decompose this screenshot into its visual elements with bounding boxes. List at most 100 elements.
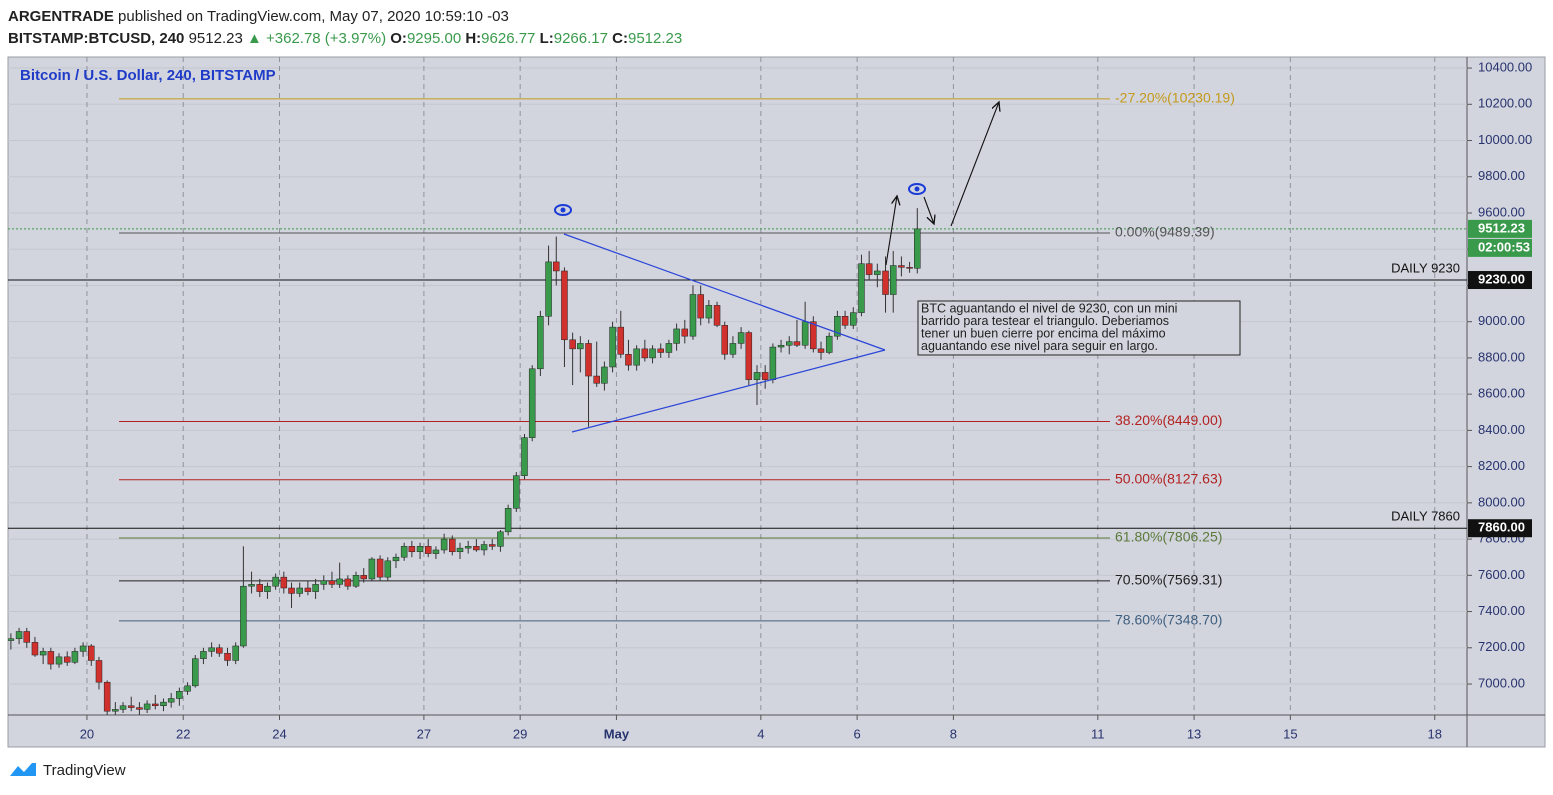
candle-body bbox=[95, 660, 103, 683]
candle-body bbox=[200, 651, 207, 659]
y-tick-label: 10400.00 bbox=[1478, 59, 1532, 74]
candle-body bbox=[368, 558, 376, 580]
candle-body bbox=[440, 538, 448, 551]
candle-body bbox=[256, 584, 264, 592]
plot bbox=[8, 98, 1467, 715]
last-price-label: 9512.23 bbox=[1478, 220, 1525, 235]
candle-body bbox=[143, 703, 151, 710]
candle-body bbox=[825, 335, 833, 353]
candle-body bbox=[312, 584, 319, 592]
candle-body bbox=[304, 587, 312, 592]
candle-body bbox=[874, 270, 881, 275]
last-price-box bbox=[1468, 219, 1532, 238]
chart-title: Bitcoin / U.S. Dollar, 240, BITSTAMP bbox=[20, 67, 276, 84]
candle-body bbox=[160, 701, 167, 707]
arrow bbox=[923, 196, 934, 224]
y-tick-label: 8200.00 bbox=[1478, 458, 1525, 473]
x-tick-label: 22 bbox=[176, 726, 190, 741]
o-label: O: bbox=[390, 30, 407, 47]
candle-body bbox=[15, 631, 23, 639]
candle-body bbox=[392, 556, 400, 562]
candle-body bbox=[232, 645, 239, 661]
candle-body bbox=[649, 348, 656, 359]
x-tick-label: 11 bbox=[1091, 726, 1105, 741]
candle-body bbox=[601, 366, 608, 384]
candle-body bbox=[424, 546, 432, 554]
candle-body bbox=[721, 325, 728, 355]
level-price-label: 7860.00 bbox=[1478, 520, 1525, 535]
l-label: L: bbox=[539, 30, 554, 47]
candle-body bbox=[665, 343, 673, 353]
level-price-box bbox=[1468, 519, 1532, 538]
candle-body bbox=[208, 647, 215, 652]
candle-body bbox=[328, 580, 336, 585]
candle-body bbox=[416, 546, 424, 553]
candle-body bbox=[569, 339, 576, 350]
note: BTC aguantando el nivel de 9230, con un … bbox=[921, 301, 1177, 353]
eye-icon bbox=[554, 204, 572, 216]
x-tick-label: 13 bbox=[1187, 726, 1201, 741]
candle-body bbox=[810, 321, 817, 350]
candle-body bbox=[336, 578, 343, 585]
candle-body bbox=[625, 354, 632, 366]
candle-body bbox=[240, 585, 247, 647]
candle-body bbox=[737, 332, 745, 344]
candle-body bbox=[633, 348, 640, 366]
c: 9512.23 bbox=[627, 30, 683, 47]
candle-body bbox=[464, 546, 472, 549]
fib-label: 38.20%(8449.00) bbox=[1115, 412, 1222, 428]
y-tick-label: 9600.00 bbox=[1478, 204, 1525, 219]
candle-body bbox=[224, 652, 231, 661]
candle-body bbox=[184, 685, 191, 692]
x-tick-label: 4 bbox=[757, 726, 764, 741]
candle-body bbox=[753, 372, 761, 380]
level-name: DAILY 7860 bbox=[1391, 509, 1460, 524]
candle-body bbox=[889, 265, 897, 295]
candle-body bbox=[609, 326, 616, 368]
level-price-box bbox=[1468, 271, 1532, 290]
y-tick-label: 7600.00 bbox=[1478, 567, 1525, 582]
header-line: BITSTAMP:BTCUSD, 240 9512.23 ▲ +362.78 (… bbox=[8, 28, 682, 50]
candle-body bbox=[8, 638, 15, 641]
candle-body bbox=[408, 546, 416, 553]
candle-body bbox=[71, 651, 79, 663]
triangle bbox=[563, 233, 886, 433]
candle-body bbox=[906, 267, 913, 269]
header-line: ARGENTRADE published on TradingView.com,… bbox=[8, 6, 682, 28]
candle-body bbox=[681, 328, 689, 337]
candle-body bbox=[617, 326, 625, 355]
countdown: 02:00:53 bbox=[1478, 239, 1530, 254]
last: 9512.23 bbox=[188, 30, 243, 47]
candle-body bbox=[713, 305, 721, 326]
o: 9295.00 bbox=[406, 30, 462, 47]
candle-body bbox=[432, 549, 440, 554]
candle-body bbox=[280, 576, 288, 589]
y-tick-label: 8800.00 bbox=[1478, 349, 1525, 364]
y-tick-label: 7400.00 bbox=[1478, 603, 1525, 618]
candle-body bbox=[641, 348, 649, 359]
x-tick-label: 29 bbox=[513, 726, 527, 741]
candle-body bbox=[216, 647, 223, 654]
candle-body bbox=[689, 294, 697, 337]
note-line: BTC aguantando el nivel de 9230, con un … bbox=[921, 301, 1177, 315]
published: published on TradingView.com, May 07, 20… bbox=[118, 8, 509, 25]
candle-body bbox=[272, 576, 279, 587]
chart-background bbox=[7, 56, 1546, 748]
candle-body bbox=[785, 341, 793, 346]
candle-body bbox=[248, 584, 255, 587]
candle-body bbox=[729, 343, 737, 355]
arrow bbox=[885, 196, 897, 266]
y-tick-label: 9800.00 bbox=[1478, 168, 1525, 183]
candle-body bbox=[528, 368, 536, 438]
y-tick-label: 10000.00 bbox=[1478, 132, 1532, 147]
y-tick-label: 7000.00 bbox=[1478, 675, 1525, 690]
candle-body bbox=[657, 348, 664, 353]
candle-body bbox=[488, 544, 496, 547]
candle-body bbox=[456, 547, 464, 553]
level-price-label: 9230.00 bbox=[1478, 271, 1525, 286]
candle-body bbox=[400, 546, 408, 558]
x-tick-label: 6 bbox=[854, 726, 861, 741]
candle-body bbox=[344, 578, 352, 587]
